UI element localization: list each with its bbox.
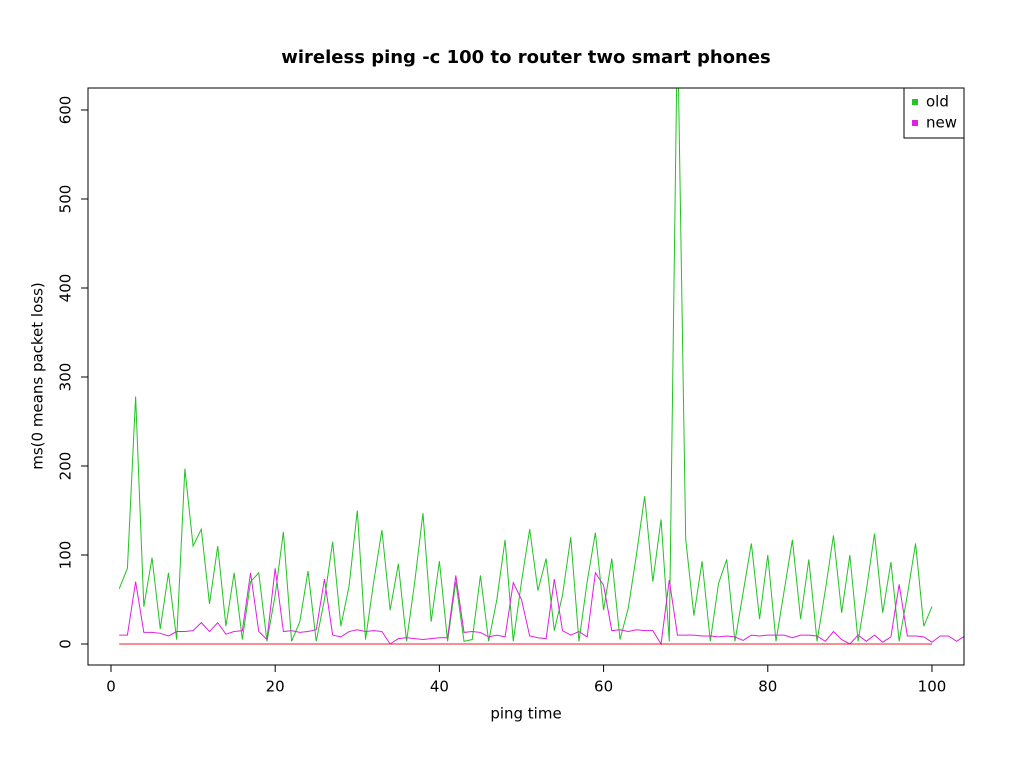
legend-box [903,87,965,139]
x-tick-label: 0 [106,678,116,696]
chart-title: wireless ping -c 100 to router two smart… [281,47,771,68]
y-tick-label: 400 [57,274,75,303]
legend-swatch [912,99,918,105]
y-tick-label: 500 [57,185,75,214]
plot-area [118,88,964,646]
legend-swatch [912,120,918,126]
legend-label: old [926,93,949,111]
y-tick-label: 0 [57,639,75,649]
series-line [119,568,964,646]
y-tick-label: 600 [57,96,75,125]
y-tick-label: 200 [57,452,75,481]
y-tick-label: 300 [57,363,75,392]
legend-label: new [926,114,957,132]
x-tick-label: 60 [594,678,613,696]
x-axis-label: ping time [490,705,561,723]
x-tick-label: 80 [758,678,777,696]
series-line [118,88,933,642]
y-axis-label: ms(0 means packet loss) [29,282,47,470]
x-tick-label: 100 [918,678,947,696]
x-tick-label: 20 [266,678,285,696]
y-tick-label: 100 [57,541,75,570]
x-tick-label: 40 [430,678,449,696]
plot-frame [87,87,965,666]
